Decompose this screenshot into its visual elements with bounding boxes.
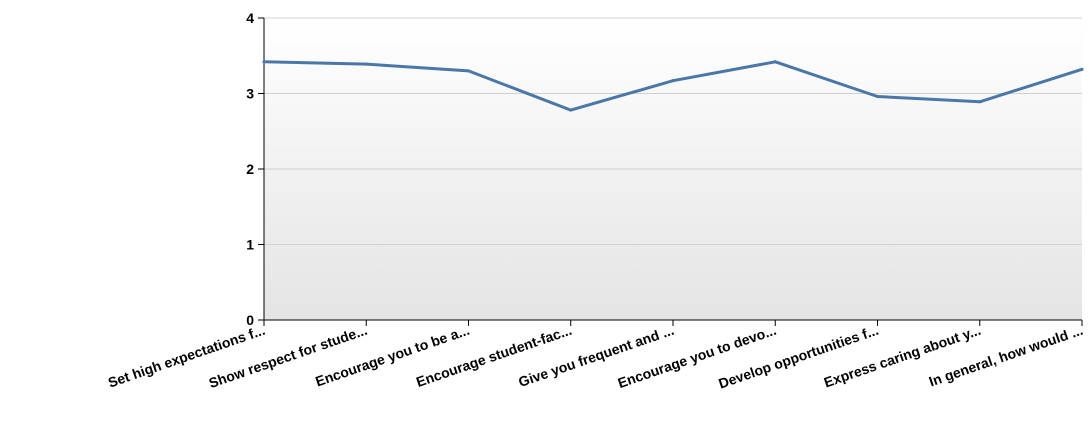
x-tick-labels: Set high expectations f...Show respect f… (106, 322, 1085, 392)
data-point (978, 100, 982, 104)
y-tick-label: 2 (246, 161, 254, 177)
y-tick-label: 3 (246, 86, 254, 102)
y-tick-label: 4 (246, 10, 254, 26)
data-point (1080, 67, 1084, 71)
y-tick-label: 0 (246, 312, 254, 328)
data-point (262, 60, 266, 64)
data-point (569, 108, 573, 112)
data-point (876, 95, 879, 99)
gridlines (264, 17, 1082, 245)
data-point (364, 62, 368, 66)
y-tick-label: 1 (246, 237, 254, 253)
data-point (773, 60, 777, 64)
series-layer (262, 60, 1084, 112)
data-point (671, 79, 675, 83)
data-point (467, 69, 470, 73)
y-tick-labels: 0 1 2 3 4 (246, 10, 254, 328)
axes (258, 17, 1083, 326)
